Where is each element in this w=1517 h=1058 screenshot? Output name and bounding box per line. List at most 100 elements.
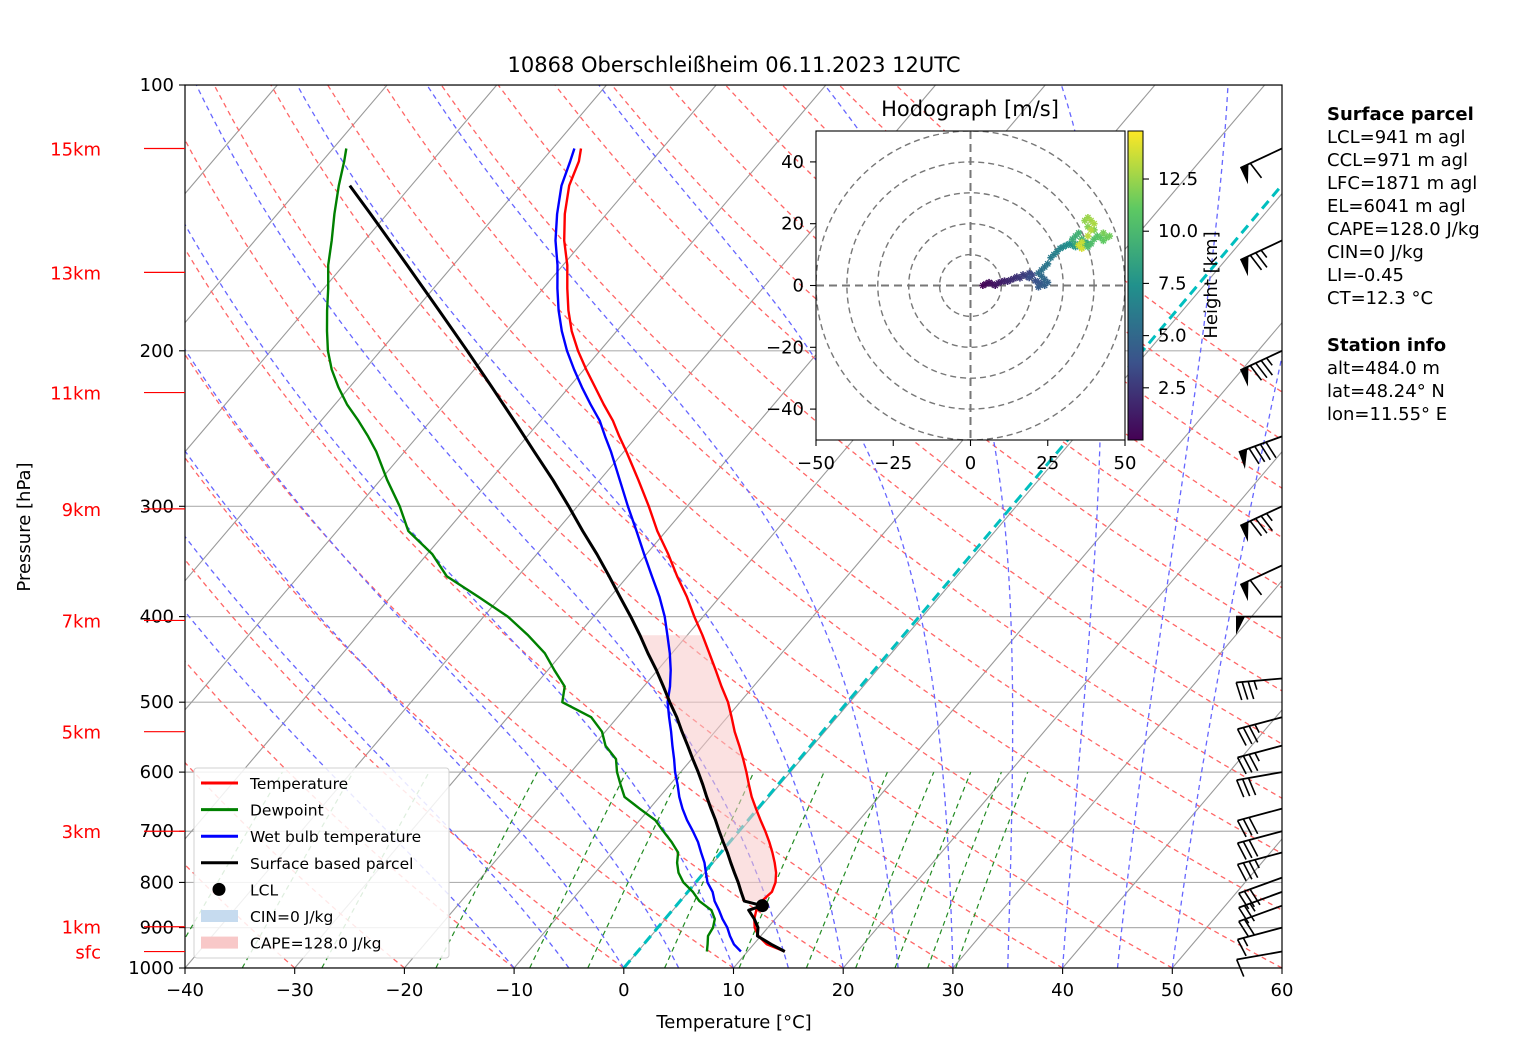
hodo-y-tick: 20 bbox=[781, 214, 804, 235]
isotherm-line bbox=[733, 321, 1282, 968]
wind-barb bbox=[1236, 744, 1283, 775]
height-label: 11km bbox=[50, 384, 101, 405]
wind-barbs bbox=[1235, 147, 1283, 977]
wind-barb bbox=[1236, 926, 1283, 957]
isotherm-line bbox=[185, 85, 498, 453]
y-tick-label: 300 bbox=[140, 496, 174, 517]
moist-adiabat bbox=[185, 449, 625, 968]
y-tick-label: 200 bbox=[140, 341, 174, 362]
el-value: EL=6041 m agl bbox=[1327, 196, 1466, 217]
dry-adiabat bbox=[838, 85, 1282, 441]
height-label: 15km bbox=[50, 139, 101, 160]
hodograph-point bbox=[1090, 220, 1098, 228]
lcl-marker bbox=[755, 899, 769, 913]
dry-adiabat bbox=[383, 85, 1282, 855]
series-surface-based-parcel bbox=[348, 184, 786, 953]
isotherm-line bbox=[185, 85, 717, 711]
wind-barb bbox=[1236, 716, 1283, 746]
hodo-x-tick: 0 bbox=[965, 453, 976, 474]
dry-adiabat bbox=[185, 558, 625, 968]
wind-barb bbox=[1239, 505, 1283, 543]
colorbar bbox=[1127, 130, 1144, 441]
profiles bbox=[325, 148, 786, 953]
hodo-y-tick: 40 bbox=[781, 152, 804, 173]
wind-barb bbox=[1235, 771, 1283, 798]
x-tick-label: 20 bbox=[832, 980, 855, 1001]
hodo-y-tick: 0 bbox=[793, 276, 804, 297]
y-axis-label: Pressure [hPa] bbox=[14, 462, 35, 591]
height-label: 9km bbox=[62, 500, 101, 521]
x-tick-label: 10 bbox=[722, 980, 745, 1001]
hodo-x-tick: 25 bbox=[1036, 453, 1059, 474]
colorbar-tick: 7.5 bbox=[1158, 273, 1187, 294]
cape-fill bbox=[640, 635, 777, 902]
station-alt: alt=484.0 m bbox=[1327, 358, 1440, 379]
mixing-ratio-line bbox=[805, 771, 888, 968]
cape-area bbox=[640, 635, 777, 902]
legend-entry: CIN=0 J/kg bbox=[250, 908, 333, 926]
hodograph-point bbox=[1025, 274, 1033, 282]
wind-barb bbox=[1236, 851, 1283, 882]
wind-barb bbox=[1239, 349, 1283, 387]
moist-adiabat bbox=[185, 535, 570, 968]
ccl-line bbox=[622, 184, 1282, 968]
hodograph-point bbox=[1087, 240, 1095, 248]
y-tick-label: 400 bbox=[140, 607, 174, 628]
hodograph-points bbox=[979, 214, 1114, 291]
x-axis-ticks: −40 −30 −20 −10 0 10 20 30 40 50 60 bbox=[166, 968, 1293, 1001]
series-temperature bbox=[563, 148, 786, 953]
hodograph: −50 −25 0 25 50 −40 −20 0 20 40 Hodograph [m/s] 2… bbox=[766, 97, 1222, 474]
isotherm-line bbox=[842, 450, 1282, 968]
legend-entry: Temperature bbox=[249, 775, 348, 793]
x-tick-label: 60 bbox=[1271, 980, 1294, 1001]
mixing-ratio-line bbox=[927, 771, 1002, 968]
station-lon: lon=11.55° E bbox=[1327, 404, 1448, 425]
wind-barb bbox=[1236, 830, 1283, 860]
y-tick-label: 900 bbox=[140, 918, 174, 939]
x-tick-label: −20 bbox=[385, 980, 423, 1001]
lcl-value: LCL=941 m agl bbox=[1327, 127, 1466, 148]
dry-adiabat bbox=[185, 247, 954, 968]
x-tick-label: 40 bbox=[1051, 980, 1074, 1001]
moist-adiabat bbox=[185, 348, 680, 968]
height-label: sfc bbox=[75, 943, 101, 964]
legend-entry: LCL bbox=[250, 881, 278, 899]
wind-barb bbox=[1238, 876, 1283, 910]
x-tick-label: −10 bbox=[495, 980, 533, 1001]
hodograph-point bbox=[1044, 260, 1052, 268]
height-label: 3km bbox=[62, 822, 101, 843]
isotherm-line bbox=[952, 579, 1282, 968]
isotherm-line bbox=[1062, 709, 1282, 968]
x-tick-label: 0 bbox=[618, 980, 629, 1001]
lfc-value: LFC=1871 m agl bbox=[1327, 173, 1478, 194]
x-tick-label: −40 bbox=[166, 980, 204, 1001]
cin-value: CIN=0 J/kg bbox=[1327, 242, 1424, 263]
cape-value: CAPE=128.0 J/kg bbox=[1327, 219, 1480, 240]
series-wet-bulb-temperature bbox=[554, 148, 742, 953]
mixing-ratio-line bbox=[435, 771, 538, 968]
station-info-heading: Station info bbox=[1327, 335, 1447, 356]
wind-barb bbox=[1239, 564, 1283, 602]
hodograph-point bbox=[1084, 232, 1092, 240]
colorbar-tick: 12.5 bbox=[1158, 169, 1198, 190]
y-tick-label: 800 bbox=[140, 872, 174, 893]
hodograph-point bbox=[1099, 229, 1107, 237]
isotherm-line bbox=[185, 85, 607, 582]
y-tick-label: 500 bbox=[140, 692, 174, 713]
wind-barb bbox=[1236, 615, 1282, 635]
wind-barb bbox=[1239, 239, 1283, 277]
height-label: 5km bbox=[62, 723, 101, 744]
hodograph-point bbox=[1087, 226, 1095, 234]
hodograph-title: Hodograph [m/s] bbox=[881, 97, 1059, 121]
height-labels: sfc 1km 3km 5km 7km 9km 11km 13km 15km bbox=[50, 139, 185, 964]
hodograph-point bbox=[1075, 229, 1083, 237]
hodo-x-tick: 50 bbox=[1114, 453, 1137, 474]
height-label: 1km bbox=[62, 918, 101, 939]
hodo-x-tick: −50 bbox=[797, 453, 835, 474]
mixing-ratio-line bbox=[529, 771, 627, 968]
colorbar-label: Height [km] bbox=[1201, 231, 1222, 338]
dry-adiabat bbox=[327, 85, 1282, 911]
hodograph-point bbox=[1106, 232, 1114, 240]
legend: Temperature Dewpoint Wet bulb temperature S… bbox=[193, 767, 450, 959]
